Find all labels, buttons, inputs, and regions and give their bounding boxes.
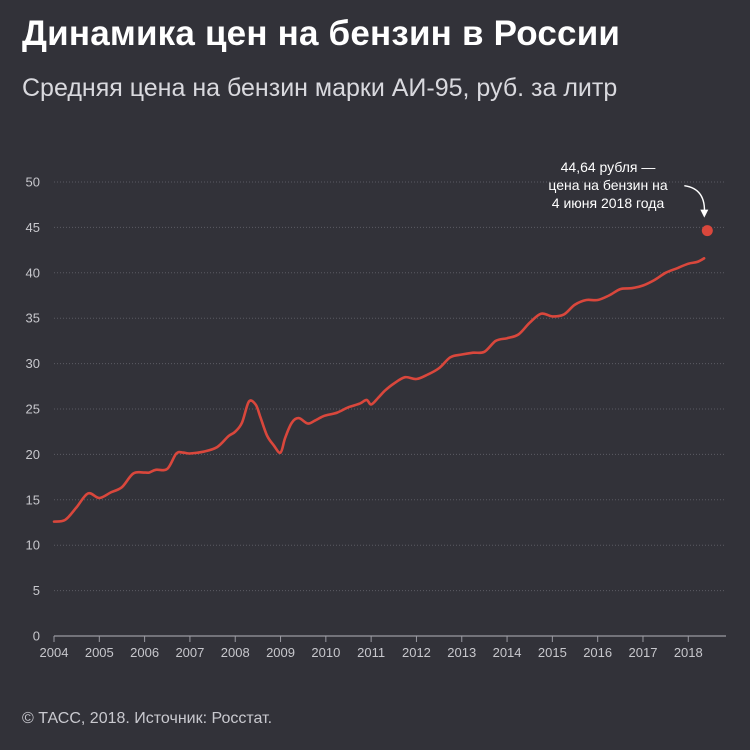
x-tick-label: 2008: [221, 645, 250, 660]
annotation: 44,64 рубля — цена на бензин на 4 июня 201…: [548, 159, 713, 237]
x-tick-label: 2017: [629, 645, 658, 660]
x-tick-label: 2014: [493, 645, 522, 660]
arrow-head-icon: [700, 209, 709, 218]
y-tick-label: 40: [26, 265, 40, 280]
y-tick-label: 50: [26, 175, 40, 190]
y-tick-label: 5: [33, 583, 40, 598]
highlight-point: [701, 225, 713, 237]
y-axis: 0 5 10 15 20 25 30 35 40 45 50: [26, 175, 40, 644]
x-tick-label: 2011: [357, 645, 385, 660]
source-note: © ТАСС, 2018. Источник: Росстат.: [22, 710, 273, 727]
chart-title: Динамика цен на бензин в России: [22, 14, 621, 53]
annotation-line: цена на бензин на: [548, 177, 667, 193]
x-axis: 2004 2005 2006 2007 2008 2009 2010 2011 2012 2013…: [40, 636, 703, 660]
x-tick-label: 2006: [130, 645, 159, 660]
x-tick-label: 2018: [674, 645, 703, 660]
price-line: [52, 257, 706, 523]
x-tick-label: 2004: [40, 645, 69, 660]
annotation-line: 44,64 рубля —: [561, 159, 656, 175]
x-tick-label: 2010: [311, 645, 340, 660]
y-tick-label: 10: [26, 538, 40, 553]
y-tick-label: 15: [26, 492, 40, 507]
x-tick-label: 2007: [175, 645, 204, 660]
y-tick-label: 30: [26, 356, 40, 371]
y-tick-label: 45: [26, 220, 40, 235]
chart-subtitle: Средняя цена на бензин марки АИ-95, руб.…: [22, 74, 618, 102]
y-tick-label: 20: [26, 447, 40, 462]
y-tick-label: 25: [26, 402, 40, 417]
y-tick-label: 0: [33, 629, 40, 644]
grid-layer: [54, 181, 726, 637]
x-tick-label: 2016: [583, 645, 612, 660]
x-tick-label: 2009: [266, 645, 295, 660]
x-tick-label: 2005: [85, 645, 114, 660]
x-tick-label: 2015: [538, 645, 567, 660]
y-tick-label: 35: [26, 311, 40, 326]
annotation-line: 4 июня 2018 года: [552, 195, 665, 211]
x-tick-label: 2012: [402, 645, 431, 660]
x-tick-label: 2013: [447, 645, 476, 660]
